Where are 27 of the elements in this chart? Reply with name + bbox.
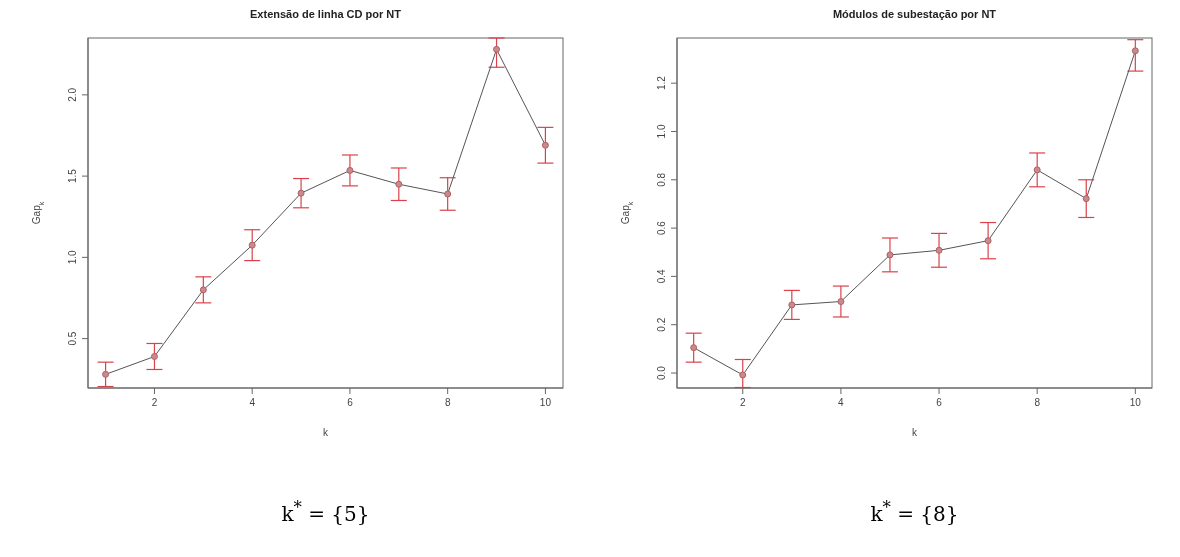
x-tick-label: 4 xyxy=(838,397,845,408)
y-tick-label: 0.8 xyxy=(656,172,667,187)
x-tick-label: 4 xyxy=(249,397,256,408)
y-tick-label: 2.0 xyxy=(67,87,78,102)
text: k$^{*}$ = {5} xyxy=(280,498,371,526)
y-tick-label: 1.2 xyxy=(656,75,667,91)
x-tick-label: 6 xyxy=(936,397,943,408)
x-tick-label: 8 xyxy=(444,397,451,408)
y-tick-label: 0.2 xyxy=(656,317,667,332)
y-tick-label: 0.5 xyxy=(67,331,78,346)
chart-title: Extensão de linha CD por NT xyxy=(249,8,402,22)
y-tick-label: 0.0 xyxy=(656,365,667,380)
y-tick-label: 0.4 xyxy=(656,269,667,284)
y-tick-label: 0.6 xyxy=(656,220,667,236)
x-tick-label: 2 xyxy=(151,397,158,408)
x-axis-title: k xyxy=(323,427,329,438)
y-tick-label: 1.0 xyxy=(656,124,667,139)
x-tick-label: 2 xyxy=(739,397,746,408)
text: k$^{*}$ = {8} xyxy=(869,498,960,526)
x-tick-label: 10 xyxy=(1129,397,1142,408)
x-tick-label: 8 xyxy=(1034,397,1041,408)
y-tick-label: 1.0 xyxy=(67,249,78,265)
x-tick-label: 10 xyxy=(539,397,552,408)
x-axis-title: k xyxy=(912,427,918,438)
y-tick-label: 1.5 xyxy=(67,168,78,184)
x-tick-label: 6 xyxy=(347,397,354,408)
chart-title: Módulos de subestação por NT xyxy=(831,8,998,22)
